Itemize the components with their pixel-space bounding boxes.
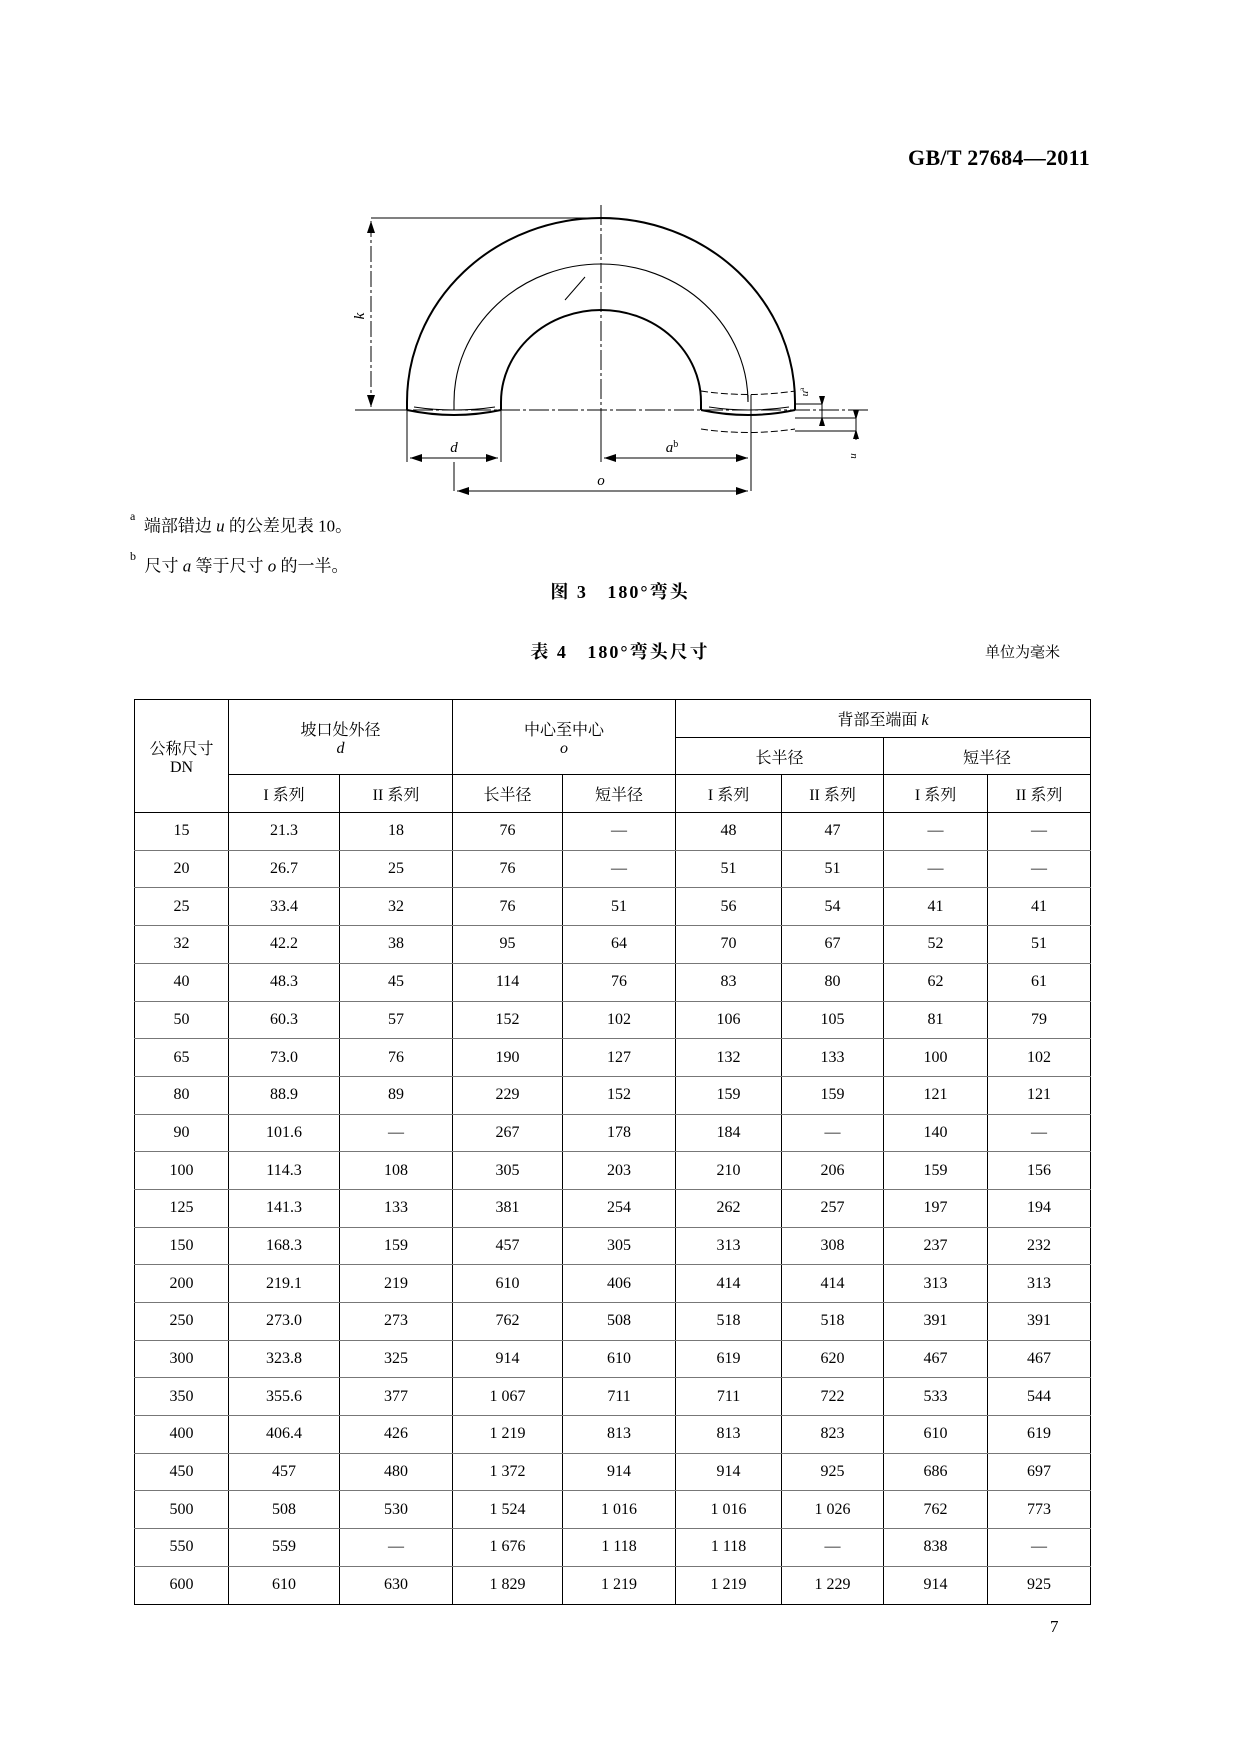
svg-text:o: o [597, 473, 605, 489]
svg-text:ua: ua [798, 387, 811, 397]
svg-text:k: k [352, 312, 368, 319]
svg-text:d: d [450, 440, 458, 456]
svg-text:u: u [847, 453, 859, 459]
svg-text:ab: ab [666, 439, 679, 456]
